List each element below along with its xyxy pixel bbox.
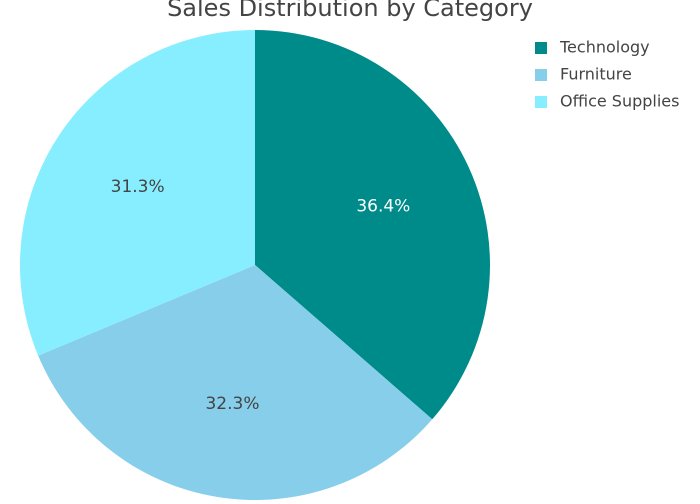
pie-slice-technology[interactable] [255, 30, 490, 420]
legend-label-furniture: Furniture [560, 65, 632, 84]
pie-slices [19, 30, 490, 500]
pie-slice-furniture[interactable] [38, 265, 433, 500]
pie-slice-labels: 36.4% 32.3% 31.3% [111, 177, 411, 414]
legend-label-office-supplies: Office Supplies [560, 92, 679, 111]
legend-item-furniture[interactable]: Furniture [535, 65, 632, 84]
legend-swatch-furniture [535, 69, 547, 81]
legend-swatch-office-supplies [535, 96, 547, 108]
legend-item-office-supplies[interactable]: Office Supplies [535, 92, 679, 111]
legend-label-technology: Technology [559, 38, 650, 57]
pie-slice-label-technology: 36.4% [356, 197, 410, 217]
pie-slice-label-furniture: 32.3% [205, 394, 259, 414]
legend: Technology Furniture Office Supplies [535, 38, 679, 111]
pie-slice-office-supplies[interactable] [19, 30, 255, 356]
legend-swatch-technology [535, 42, 547, 54]
legend-item-technology[interactable]: Technology [535, 38, 650, 57]
pie-slice-label-office-supplies: 31.3% [111, 177, 165, 197]
chart-title: Sales Distribution by Category [167, 0, 533, 22]
